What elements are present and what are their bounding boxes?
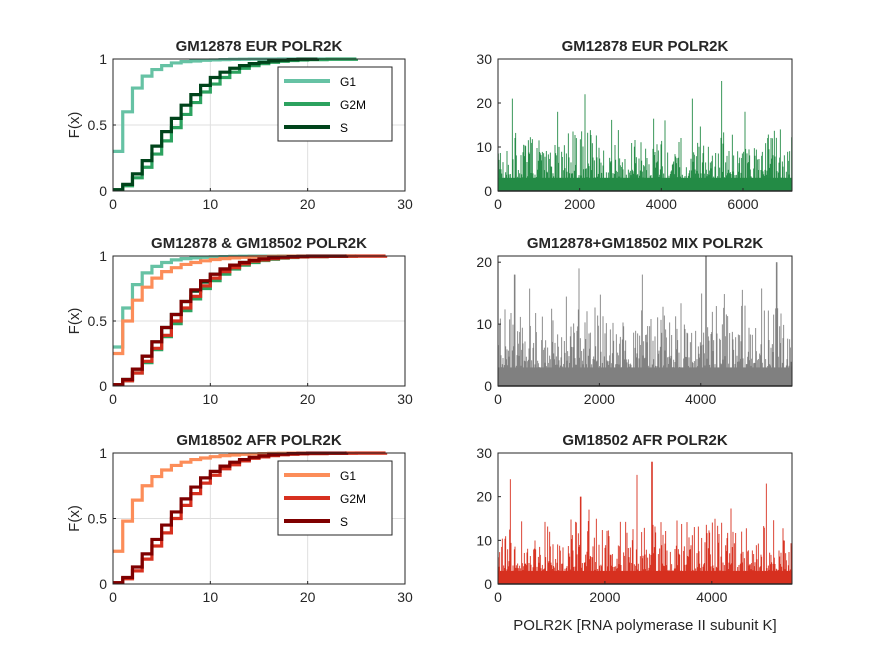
axes-box (497, 255, 793, 387)
axes-box (112, 452, 406, 585)
x-tick-label: 20 (300, 196, 316, 212)
x-axis-label: POLR2K [RNA polymerase II subunit K] (513, 617, 776, 634)
ecdf-eur-panel: 0 10 20 30 0 0.5 1 F(x) G1 G2M S GM12878 EUR POLR2K (66, 38, 413, 212)
x-tick-label: 20 (300, 589, 316, 605)
x-tick-label: 10 (203, 391, 219, 407)
legend: G1 G2M S (277, 460, 393, 536)
bar-base (498, 177, 792, 191)
bar-base (498, 367, 792, 386)
y-tick-label: 1 (99, 248, 107, 264)
x-tick-label: 4000 (685, 391, 716, 407)
y-tick-label: 0 (99, 378, 107, 394)
legend-label: G1 (340, 469, 356, 483)
legend-label: G2M (340, 98, 366, 112)
y-tick-label: 0 (99, 183, 107, 199)
chart-title: GM12878+GM18502 MIX POLR2K (527, 235, 764, 252)
axes-box (497, 58, 793, 192)
y-tick-label: 30 (476, 445, 492, 461)
y-tick-label: 0.5 (88, 511, 108, 527)
x-tick-label: 30 (397, 589, 413, 605)
hist-mix-panel: 0 2000 4000 0 10 20 GM12878+GM18502 MIX POLR2K (476, 235, 793, 407)
legend: G1 G2M S (277, 66, 393, 142)
x-tick-label: 4000 (646, 196, 677, 212)
y-axis-label: F(x) (66, 308, 83, 335)
axes-box (112, 58, 406, 192)
hist-eur-panel: 0 2000 4000 6000 0 10 20 30 GM12878 EUR POLR2K (476, 38, 793, 212)
ecdf-series-2 (113, 57, 319, 192)
x-tick-label: 4000 (696, 589, 727, 605)
x-tick-label: 0 (494, 589, 502, 605)
bar-base (498, 570, 792, 584)
legend-label: G1 (340, 75, 356, 89)
y-tick-label: 20 (476, 95, 492, 111)
chart-title: GM18502 AFR POLR2K (176, 432, 341, 449)
ecdf-afr-panel: 0 10 20 30 0 0.5 1 F(x) G1 G2M S GM18502 AFR POLR2K (66, 432, 413, 605)
y-tick-label: 20 (476, 489, 492, 505)
y-axis-label: F(x) (66, 112, 83, 139)
chart-title: GM18502 AFR POLR2K (562, 432, 727, 449)
y-tick-label: 0.5 (88, 117, 108, 133)
x-tick-label: 6000 (727, 196, 758, 212)
y-tick-label: 10 (476, 532, 492, 548)
y-tick-label: 30 (476, 51, 492, 67)
ecdf-series-2 (113, 451, 349, 585)
x-tick-label: 2000 (564, 196, 595, 212)
hist-afr-panel: 0 2000 4000 0 10 20 30 POLR2K [RNA polymerase I… (476, 432, 793, 634)
legend-label: S (340, 121, 348, 135)
y-tick-label: 0 (484, 378, 492, 394)
x-tick-label: 30 (397, 196, 413, 212)
y-tick-label: 0 (484, 183, 492, 199)
y-tick-label: 0.5 (88, 313, 108, 329)
axes-box (112, 255, 406, 387)
y-tick-label: 1 (99, 445, 107, 461)
ecdf-mix-panel: 0 10 20 30 0 0.5 1 F(x) GM12878 & GM18502 POLR2K (66, 235, 413, 407)
axes-box (497, 452, 793, 585)
x-tick-label: 2000 (589, 589, 620, 605)
legend-label: G2M (340, 492, 366, 506)
plot-area (498, 59, 792, 191)
legend-label: S (340, 515, 348, 529)
x-tick-label: 10 (203, 196, 219, 212)
x-tick-label: 10 (203, 589, 219, 605)
ecdf-series-5 (113, 254, 349, 387)
x-tick-label: 2000 (584, 391, 615, 407)
chart-title: GM12878 EUR POLR2K (562, 38, 729, 55)
x-tick-label: 0 (109, 391, 117, 407)
y-tick-label: 0 (99, 576, 107, 592)
y-tick-label: 1 (99, 51, 107, 67)
x-tick-label: 20 (300, 391, 316, 407)
chart-title: GM12878 & GM18502 POLR2K (151, 235, 367, 252)
y-axis-label: F(x) (66, 505, 83, 532)
x-tick-label: 30 (397, 391, 413, 407)
chart-title: GM12878 EUR POLR2K (176, 38, 343, 55)
x-tick-label: 0 (494, 391, 502, 407)
x-tick-label: 0 (109, 589, 117, 605)
y-tick-label: 20 (476, 254, 492, 270)
x-tick-label: 0 (109, 196, 117, 212)
y-tick-label: 0 (484, 576, 492, 592)
y-tick-label: 10 (476, 316, 492, 332)
y-tick-label: 10 (476, 139, 492, 155)
x-tick-label: 0 (494, 196, 502, 212)
